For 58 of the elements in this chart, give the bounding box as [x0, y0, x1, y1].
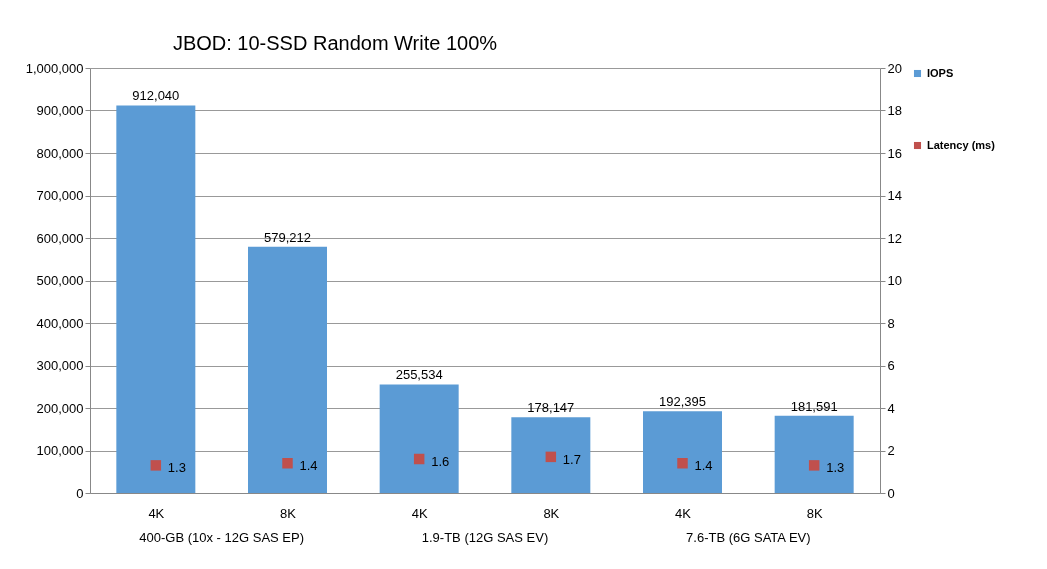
- y2-tick-label: 16: [887, 145, 902, 161]
- data-label: 1.4: [299, 458, 318, 474]
- y-tick-label: 600,000: [36, 230, 84, 246]
- legend-label: Latency (ms): [927, 138, 996, 151]
- y-tick-label: 400,000: [36, 315, 84, 331]
- data-label: 1.4: [694, 458, 713, 474]
- y2-tick-label: 4: [887, 400, 895, 416]
- data-label: 1.6: [431, 454, 450, 469]
- y-tick-label: 0: [76, 485, 84, 501]
- bar: [116, 105, 196, 493]
- x-tick-label: 8K: [543, 505, 560, 521]
- data-label: 181,591: [790, 398, 838, 414]
- text: 1.9-TB (12G SAS EV): [421, 530, 549, 545]
- y-tick-label: 300,000: [36, 358, 84, 373]
- bar: [248, 246, 327, 493]
- y2-tick-label: 18: [887, 103, 902, 118]
- bar: [379, 384, 459, 493]
- bar: [774, 415, 854, 493]
- data-label: 1.7: [562, 451, 581, 467]
- y2-tick-label: 2: [887, 443, 895, 458]
- y2-tick-label: 8: [887, 315, 895, 331]
- y-tick-label: 900,000: [36, 103, 84, 118]
- y2-tick-label: 0: [887, 485, 895, 501]
- x-tick-label: 8K: [806, 505, 823, 521]
- bar: [643, 411, 722, 493]
- y2-tick-label: 6: [887, 358, 895, 373]
- legend-label: IOPS: [927, 66, 954, 79]
- point: [677, 458, 688, 469]
- y-tick-label: 800,000: [36, 145, 84, 161]
- y-tick-label: 100,000: [36, 443, 84, 458]
- y-tick-label: 500,000: [36, 273, 84, 288]
- y2-tick-label: 14: [887, 188, 902, 203]
- x-tick-label: 8K: [280, 505, 297, 521]
- y-tick-label: 200,000: [36, 400, 84, 416]
- y2-tick-label: 20: [887, 60, 902, 76]
- x-tick-label: 4K: [411, 505, 428, 521]
- point: [808, 460, 820, 471]
- data-label: 912,040: [132, 88, 180, 104]
- y2-tick-label: 10: [887, 273, 902, 288]
- chart-title: JBOD: 10-SSD Random Write 100%: [172, 32, 498, 54]
- x-tick-label: 4K: [148, 505, 165, 521]
- point: [150, 460, 162, 471]
- bar: [511, 417, 591, 493]
- data-label: 579,212: [264, 229, 311, 245]
- text: 7.6-TB (6G SATA EV): [686, 530, 811, 545]
- data-label: 255,534: [395, 367, 443, 383]
- y-tick-label: 1,000,000: [25, 60, 84, 76]
- y-tick-label: 700,000: [36, 188, 84, 203]
- data-label: 192,395: [659, 394, 706, 410]
- y2-tick-label: 12: [887, 230, 902, 246]
- x-tick-label: 4K: [675, 505, 692, 521]
- point: [413, 453, 425, 465]
- data-label: 1.3: [167, 460, 186, 476]
- data-label: 1.3: [826, 460, 845, 476]
- point: [545, 451, 557, 463]
- text: 400-GB (10x - 12G SAS EP): [139, 530, 305, 545]
- data-label: 178,147: [527, 400, 575, 416]
- point: [282, 458, 293, 469]
